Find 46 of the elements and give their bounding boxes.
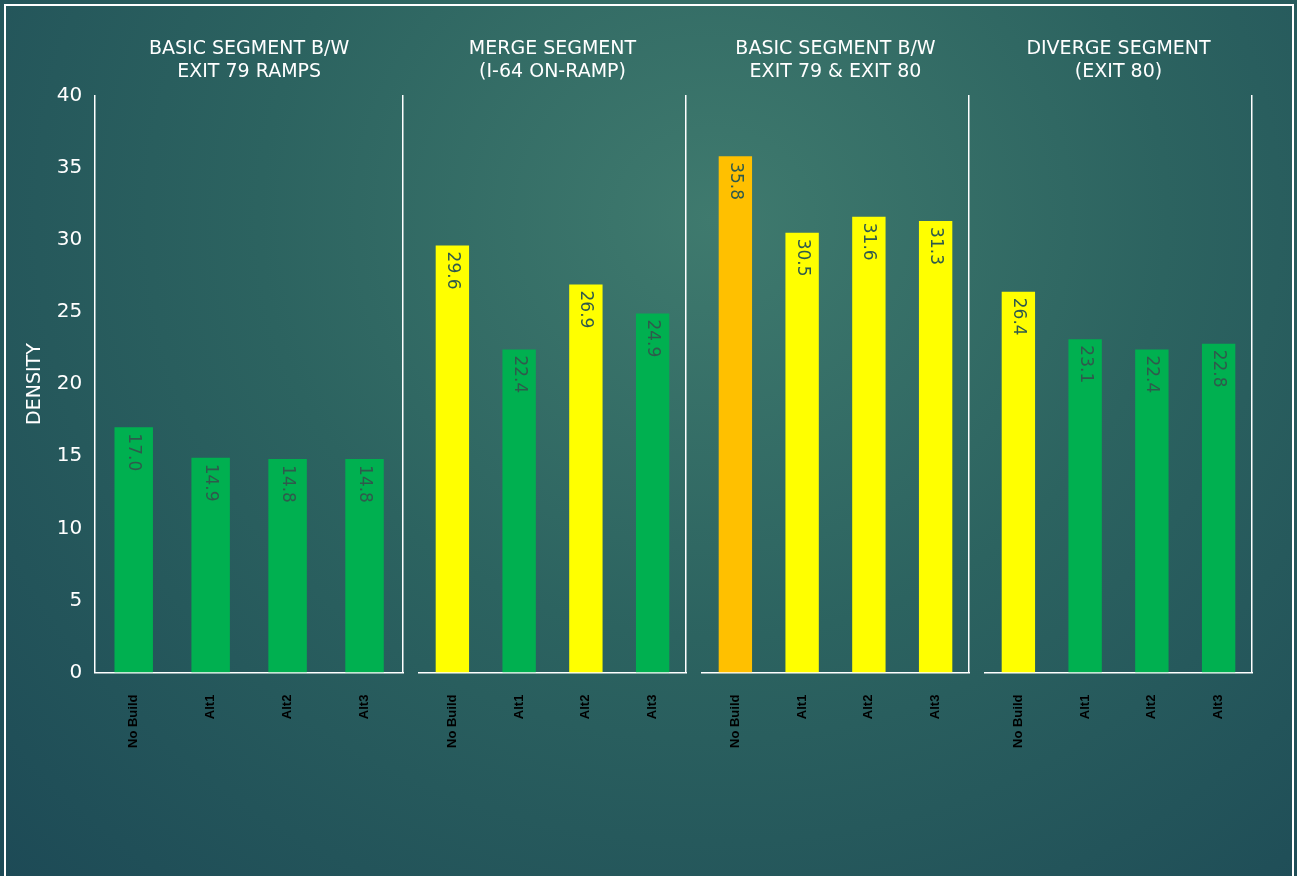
data-label: 24.9 xyxy=(644,319,665,358)
y-tick-label: 40 xyxy=(56,81,83,106)
x-tick-label: No Build xyxy=(1009,694,1025,748)
y-tick-label: 10 xyxy=(56,514,83,539)
chart-title: BASIC SEGMENT B/W EXIT 79 RAMPS xyxy=(148,36,350,82)
chart-title: DIVERGE SEGMENT (EXIT 80) xyxy=(1026,36,1211,82)
x-tick-label: Alt1 xyxy=(510,694,526,720)
data-label: 30.5 xyxy=(793,238,814,277)
x-tick-label: Alt1 xyxy=(793,694,809,720)
x-tick-label: Alt2 xyxy=(1143,694,1159,720)
x-tick-label: Alt2 xyxy=(279,694,295,720)
data-label: 26.9 xyxy=(577,290,598,329)
data-label: 31.3 xyxy=(927,227,948,265)
y-tick-label: 30 xyxy=(56,226,83,251)
data-label: 22.4 xyxy=(510,355,531,394)
data-label: 17.0 xyxy=(125,433,146,472)
data-label: 26.4 xyxy=(1009,297,1030,336)
x-tick-label: Alt2 xyxy=(860,694,876,720)
x-tick-label: No Build xyxy=(726,694,742,748)
data-label: 35.8 xyxy=(726,162,747,201)
data-label: 23.1 xyxy=(1076,345,1097,384)
data-label: 31.6 xyxy=(860,222,881,261)
y-tick-label: 35 xyxy=(56,153,83,178)
x-tick-label: Alt3 xyxy=(927,694,943,720)
y-axis-title: DENSITY xyxy=(22,342,45,425)
data-label: 22.8 xyxy=(1210,349,1231,388)
y-tick-label: 15 xyxy=(56,442,83,467)
x-tick-label: Alt3 xyxy=(356,694,372,720)
x-tick-label: Alt1 xyxy=(1076,694,1092,720)
data-label: 14.8 xyxy=(356,465,377,503)
data-label: 14.9 xyxy=(202,463,223,502)
x-tick-label: No Build xyxy=(443,694,459,748)
x-tick-label: Alt3 xyxy=(644,694,660,720)
chart-title: BASIC SEGMENT B/W EXIT 79 & EXIT 80 xyxy=(735,36,936,82)
y-tick-label: 0 xyxy=(69,658,83,683)
y-tick-label: 25 xyxy=(56,298,83,323)
data-label: 22.4 xyxy=(1143,355,1164,394)
x-tick-label: No Build xyxy=(125,694,141,748)
y-tick-label: 5 xyxy=(69,586,83,611)
chart-title: MERGE SEGMENT (I-64 ON-RAMP) xyxy=(468,36,637,82)
x-tick-label: Alt3 xyxy=(1210,694,1226,720)
y-tick-label: 20 xyxy=(56,370,83,395)
data-label: 14.8 xyxy=(279,465,300,503)
data-label: 29.6 xyxy=(443,251,464,290)
x-tick-label: Alt2 xyxy=(577,694,593,720)
x-tick-label: Alt1 xyxy=(202,694,218,720)
